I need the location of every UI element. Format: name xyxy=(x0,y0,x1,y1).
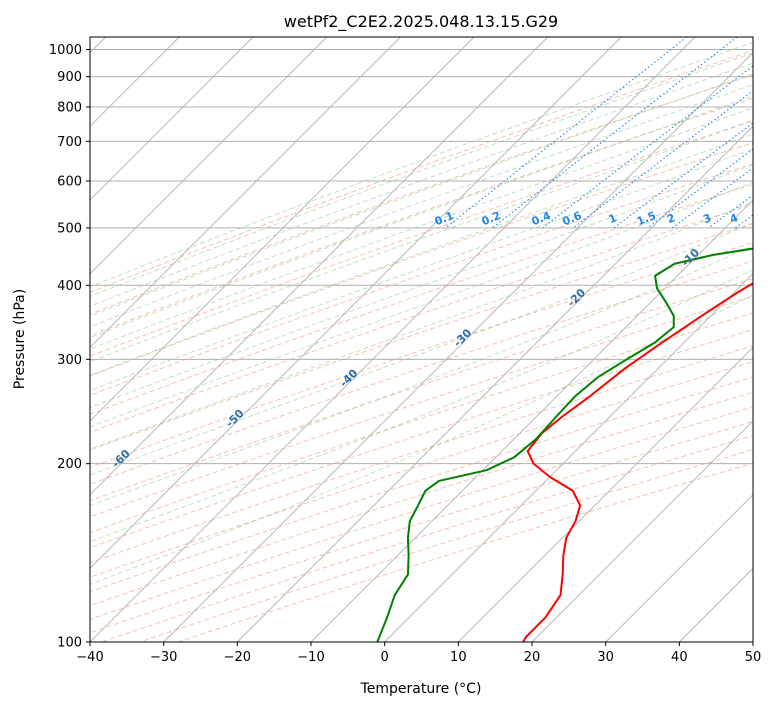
dry-adiabat-line xyxy=(90,241,753,468)
sounding-series xyxy=(376,247,753,642)
y-tick-label: 1000 xyxy=(49,43,82,58)
x-tick-label: 20 xyxy=(524,650,541,665)
temperature-line xyxy=(522,282,753,642)
isotherm-line xyxy=(90,37,622,569)
y-tick-label: 800 xyxy=(57,100,82,115)
moist-adiabat-line xyxy=(90,201,753,450)
moist-adiabat-line xyxy=(90,41,753,288)
moist-adiabat-line xyxy=(90,294,753,585)
x-tick-label: 50 xyxy=(745,650,762,665)
x-axis: −40 −30 −20 −10 0 10 20 30 40 50 xyxy=(76,642,761,665)
y-tick-label: 700 xyxy=(57,135,82,150)
x-tick-label: −40 xyxy=(76,650,103,665)
isotherm-line xyxy=(90,37,254,201)
y-tick-label: 300 xyxy=(57,353,82,368)
mixing-ratio-line xyxy=(672,167,753,229)
pressure-gridlines xyxy=(90,49,753,642)
dry-adiabat-line xyxy=(90,295,753,518)
isotherm-line xyxy=(458,346,753,642)
y-tick-label: 900 xyxy=(57,70,82,85)
x-tick-label: 30 xyxy=(597,650,614,665)
dry-adiabat-line xyxy=(90,361,753,578)
isotherm-line xyxy=(90,37,401,348)
moist-adiabat-line xyxy=(90,164,753,408)
y-tick-label: 200 xyxy=(57,457,82,472)
dry-adiabat-line xyxy=(90,391,753,607)
mixing-ratio-label: 2 xyxy=(665,211,677,226)
isotherm-line xyxy=(90,37,548,496)
dry-adiabat-line xyxy=(90,50,753,293)
moist-adiabat-line xyxy=(90,148,753,391)
isotherm-line xyxy=(752,641,753,642)
isotherm-line xyxy=(310,199,753,642)
chart-title: wetPf2_C2E2.2025.048.13.15.G29 xyxy=(284,12,558,32)
dry-adiabat-line xyxy=(90,312,753,533)
dry-adiabat-line xyxy=(90,97,753,337)
mixing-ratio-lines xyxy=(445,37,753,229)
dry-adiabat-line xyxy=(90,260,753,485)
moist-adiabat-line xyxy=(90,269,753,543)
y-axis-title: Pressure (hPa) xyxy=(12,289,28,389)
mixing-ratio-line xyxy=(542,65,753,229)
isotherm-line xyxy=(605,494,753,642)
y-tick-label: 400 xyxy=(57,279,82,294)
y-tick-label: 500 xyxy=(57,221,82,236)
plot-background xyxy=(90,37,753,642)
dry-adiabat-line xyxy=(90,376,753,593)
x-tick-label: 40 xyxy=(671,650,688,665)
moist-adiabat-line xyxy=(90,181,753,428)
x-axis-title: Temperature (°C) xyxy=(360,681,482,697)
dry-adiabat-line xyxy=(90,142,753,377)
isotherm-line xyxy=(531,420,753,642)
dry-adiabat-line xyxy=(90,278,753,502)
mixing-ratio-label: 3 xyxy=(701,211,713,226)
x-tick-label: −10 xyxy=(297,650,324,665)
moist-adiabat-line xyxy=(90,107,753,350)
isotherm-line xyxy=(90,37,327,275)
moist-adiabat-line xyxy=(90,119,753,363)
isotherm-line xyxy=(90,37,475,422)
moist-adiabat-line xyxy=(90,73,753,317)
y-tick-label: 600 xyxy=(57,174,82,189)
mixing-ratio-label: 1 xyxy=(607,211,619,226)
plot-frame xyxy=(89,36,754,643)
dry-adiabat-line xyxy=(90,223,753,451)
dry-adiabat-line xyxy=(90,345,753,564)
background-lines xyxy=(90,37,753,642)
dewpoint-line xyxy=(376,247,753,642)
moist-adiabat-line xyxy=(90,133,753,376)
y-axis: 100 200 300 400 500 600 700 800 900 1000 xyxy=(49,43,90,651)
x-tick-label: −20 xyxy=(224,650,251,665)
isotherm-line xyxy=(163,52,753,642)
x-tick-label: 0 xyxy=(381,650,389,665)
dry-adiabat-line xyxy=(90,163,753,396)
x-tick-label: 10 xyxy=(450,650,467,665)
dry-adiabat-line xyxy=(90,329,753,549)
mixing-ratio-line xyxy=(492,37,738,229)
mixing-ratio-line xyxy=(572,90,753,229)
x-tick-label: −30 xyxy=(150,650,177,665)
isotherm-line xyxy=(384,273,753,642)
y-tick-label: 100 xyxy=(57,636,82,651)
isotherm-line xyxy=(90,37,696,642)
